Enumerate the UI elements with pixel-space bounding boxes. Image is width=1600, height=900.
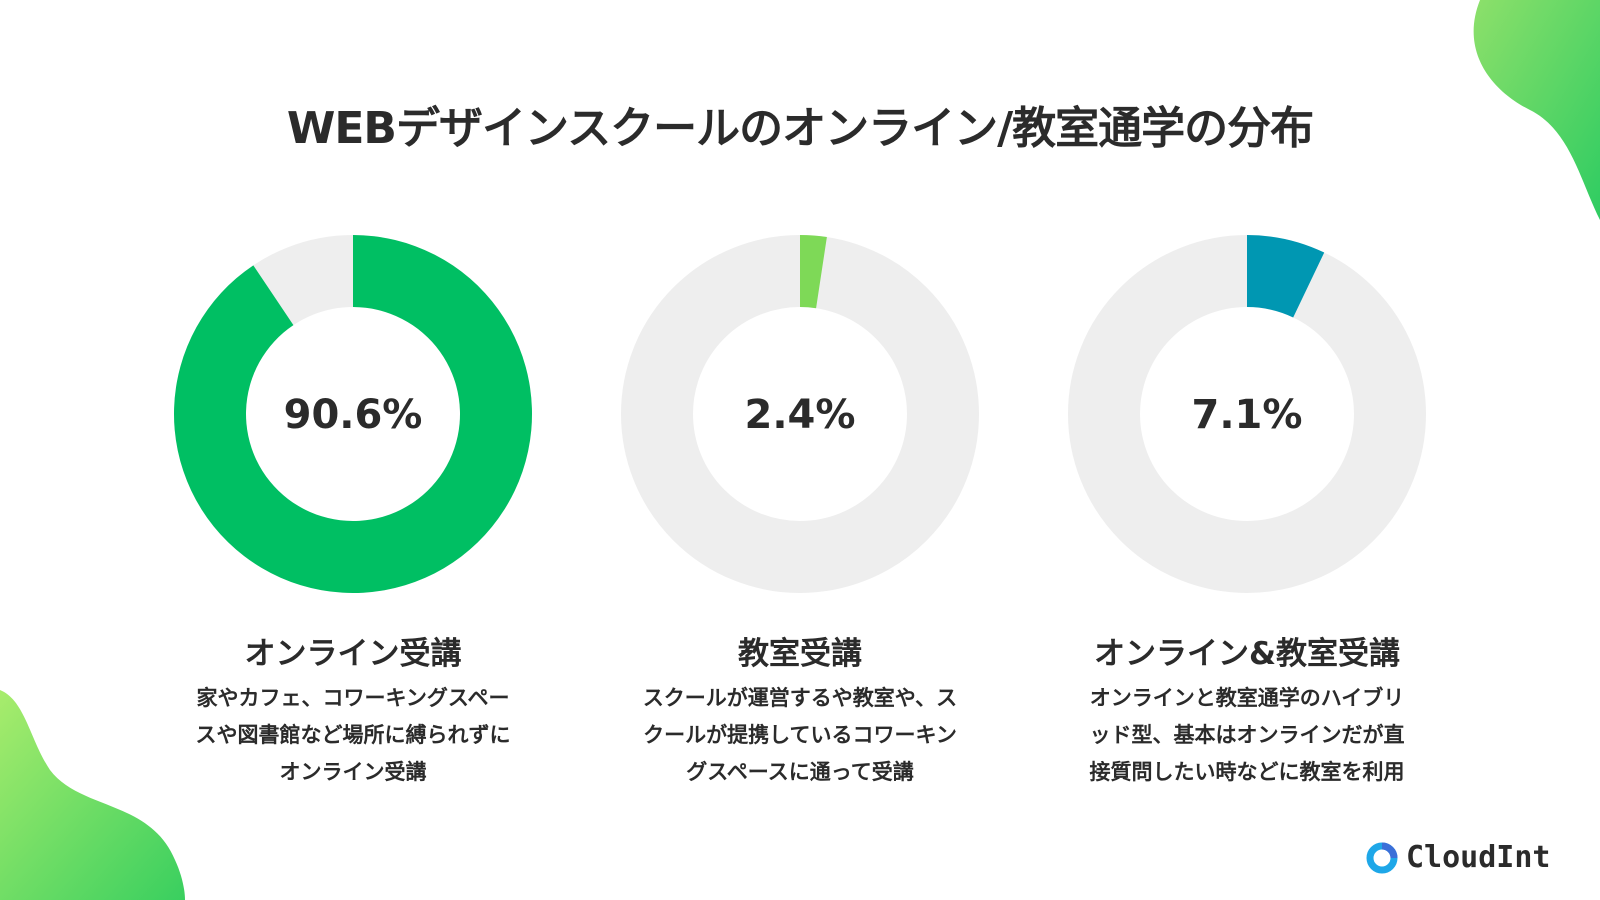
category-description: 家やカフェ、コワーキングスペー スや図書館など場所に縛られずに オンライン受講 xyxy=(143,680,563,791)
category-description: オンラインと教室通学のハイブリ ッド型、基本はオンラインだが直 接質問したい時などに… xyxy=(1037,680,1457,791)
donut-value-label: 90.6% xyxy=(284,392,423,438)
category-label: オンライン受講 xyxy=(244,636,462,672)
description-line: 接質問したい時などに教室を利用 xyxy=(1089,760,1405,784)
description-line: 家やカフェ、コワーキングスペー xyxy=(196,686,510,710)
logo-ring-icon xyxy=(1366,842,1398,873)
category-description: スクールが運営するや教室や、ス クールが提携しているコワーキン グスペースに通って受… xyxy=(590,680,1010,791)
donut-segment xyxy=(174,235,533,593)
description-line: スや図書館など場所に縛られずに xyxy=(195,723,511,747)
description-line: グスペースに通って受講 xyxy=(686,760,914,784)
description-line: スクールが運営するや教室や、ス xyxy=(642,686,958,710)
decorative-blob-top-right xyxy=(1473,0,1600,220)
donut-segment xyxy=(800,235,827,309)
page-title: WEBデザインスクールのオンライン/教室通学の分布 xyxy=(286,103,1314,154)
category-label: オンライン&教室受講 xyxy=(1093,636,1401,672)
description-line: ッド型、基本はオンラインだが直 xyxy=(1089,723,1405,747)
donut-value-label: 7.1% xyxy=(1192,392,1303,438)
description-line: クールが提携しているコワーキン xyxy=(643,723,957,747)
category-label: 教室受講 xyxy=(738,636,862,672)
logo-text: CloudInt xyxy=(1406,840,1551,875)
cloudint-logo: CloudInt xyxy=(1366,840,1551,875)
donut-value-label: 2.4% xyxy=(745,392,856,438)
description-line: オンライン受講 xyxy=(279,760,427,784)
donut-segment xyxy=(1247,235,1325,318)
description-line: オンラインと教室通学のハイブリ xyxy=(1089,686,1405,710)
decorative-blob-bottom-left xyxy=(0,690,185,900)
